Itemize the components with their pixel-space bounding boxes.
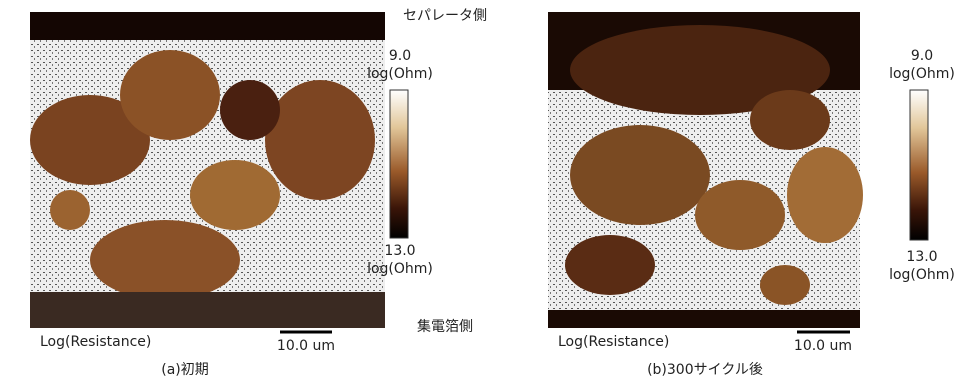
scale-label: 10.0 um <box>277 338 335 354</box>
image-label: Log(Resistance) <box>558 334 669 350</box>
caption: (a)初期 <box>161 361 209 378</box>
colorbar-a <box>390 90 408 238</box>
colorbar-bottom: 13.0 <box>906 249 937 265</box>
colorbar-top: 9.0 <box>389 48 411 64</box>
colorbar-bottom: 13.0 <box>384 243 415 259</box>
figure: 9.0 log(Ohm) 13.0 log(Ohm) Log(Resistanc… <box>0 0 979 382</box>
caption: (b)300サイクル後 <box>647 362 763 378</box>
bottom-label: 集電箔側 <box>417 318 473 335</box>
colorbar-bottom-unit: log(Ohm) <box>889 267 955 283</box>
colorbar-b <box>910 90 928 240</box>
micrograph-b <box>548 12 863 328</box>
top-label: セパレータ側 <box>403 8 487 24</box>
scale-label: 10.0 um <box>794 338 852 354</box>
image-label: Log(Resistance) <box>40 334 151 350</box>
colorbar-top-unit: log(Ohm) <box>367 66 433 82</box>
colorbar-top-unit: log(Ohm) <box>889 66 955 82</box>
colorbar-top: 9.0 <box>911 48 933 64</box>
micrograph-a <box>30 12 385 328</box>
colorbar-bottom-unit: log(Ohm) <box>367 261 433 277</box>
